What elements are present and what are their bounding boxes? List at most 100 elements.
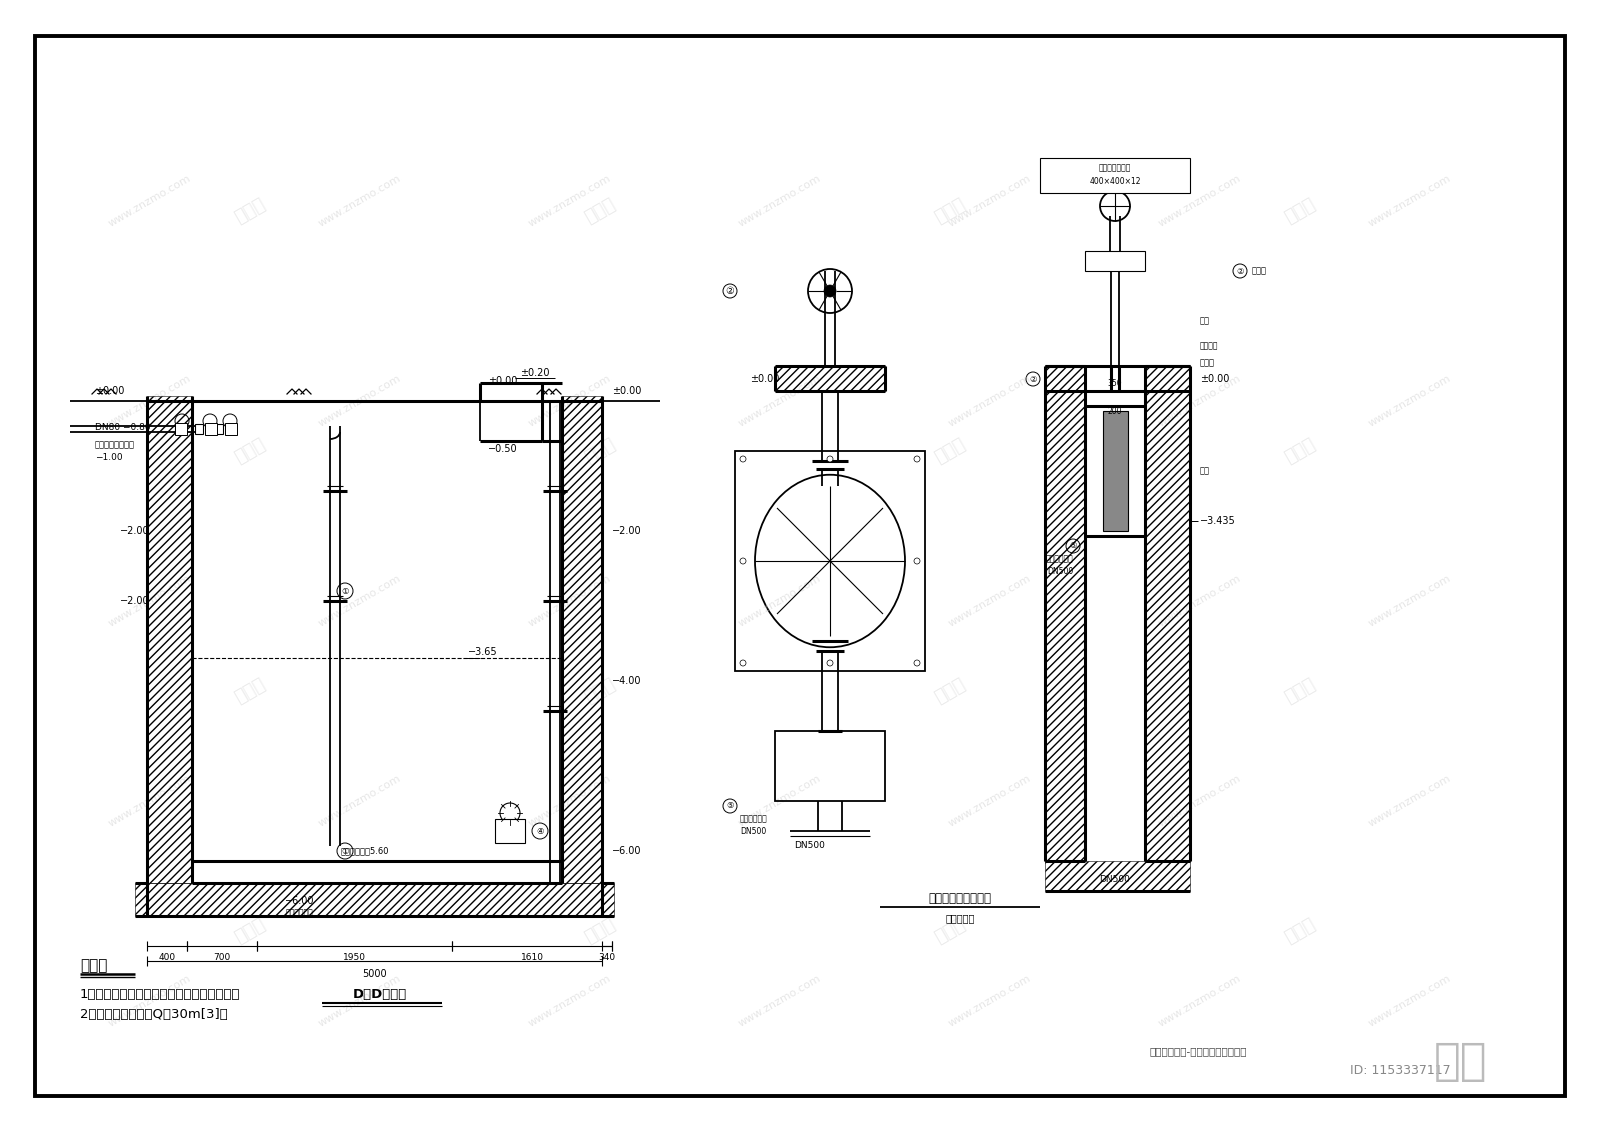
Text: ⑤: ⑤ — [1069, 542, 1077, 551]
Bar — [1045, 366, 1085, 861]
Text: −2.00: −2.00 — [120, 596, 150, 606]
Text: −6.00: −6.00 — [611, 846, 642, 856]
Text: www.znzmo.com: www.znzmo.com — [1157, 974, 1243, 1029]
Text: ±0.00: ±0.00 — [1200, 374, 1229, 385]
Text: 二次浇注: 二次浇注 — [1200, 342, 1219, 351]
Bar — [205, 423, 218, 435]
Text: 知末网: 知末网 — [581, 675, 619, 707]
Text: 350: 350 — [1107, 379, 1122, 388]
Text: 井杆: 井杆 — [1200, 317, 1210, 326]
Bar — [1085, 251, 1146, 271]
Text: 启闭机基座规格: 启闭机基座规格 — [1099, 164, 1131, 173]
Text: 知末网: 知末网 — [1282, 196, 1318, 227]
Text: www.znzmo.com: www.znzmo.com — [738, 974, 822, 1029]
Text: ±0.00: ±0.00 — [94, 386, 125, 396]
Text: www.znzmo.com: www.znzmo.com — [947, 774, 1034, 829]
Text: DN500: DN500 — [795, 841, 826, 851]
Text: www.znzmo.com: www.znzmo.com — [107, 573, 194, 629]
Bar — [226, 423, 237, 435]
Bar — [1045, 861, 1190, 891]
Text: −1.00: −1.00 — [94, 452, 123, 461]
Text: DN500: DN500 — [1046, 567, 1074, 576]
Bar — [774, 731, 885, 801]
Text: 知末网: 知末网 — [232, 435, 269, 467]
Text: 知末网: 知末网 — [232, 196, 269, 227]
Text: 400: 400 — [158, 953, 176, 962]
Circle shape — [739, 456, 746, 461]
Text: ②: ② — [1029, 374, 1037, 383]
Bar — [734, 451, 925, 671]
Text: 知末网: 知末网 — [931, 915, 968, 947]
Text: www.znzmo.com: www.znzmo.com — [107, 173, 194, 228]
Bar — [494, 819, 525, 843]
Text: ±0.00: ±0.00 — [611, 386, 642, 396]
Bar — [774, 366, 885, 391]
Text: www.znzmo.com: www.znzmo.com — [738, 373, 822, 429]
Text: 知末网: 知末网 — [1282, 915, 1318, 947]
Text: 闸门: 闸门 — [1200, 466, 1210, 475]
Text: www.znzmo.com: www.znzmo.com — [317, 573, 403, 629]
Text: ±0.20: ±0.20 — [520, 368, 550, 378]
Text: www.znzmo.com: www.znzmo.com — [1157, 774, 1243, 829]
Text: www.znzmo.com: www.znzmo.com — [526, 974, 613, 1029]
Text: 2．调节池调节容积Q＝30m[3]．: 2．调节池调节容积Q＝30m[3]． — [80, 1008, 227, 1020]
Text: DN500: DN500 — [1099, 874, 1131, 883]
Bar — [1146, 366, 1190, 861]
Text: ①: ① — [341, 846, 349, 855]
Text: 1610: 1610 — [520, 953, 544, 962]
Text: www.znzmo.com: www.znzmo.com — [107, 974, 194, 1029]
Text: ±0.00: ±0.00 — [488, 375, 517, 386]
Bar — [1040, 158, 1190, 193]
Text: ±0.00: ±0.00 — [750, 374, 779, 385]
Text: ID: 1153337117: ID: 1153337117 — [1350, 1064, 1450, 1078]
Text: 知末: 知末 — [1434, 1039, 1486, 1082]
Text: 知末网: 知末网 — [232, 915, 269, 947]
Text: www.znzmo.com: www.znzmo.com — [1366, 173, 1453, 228]
Bar — [174, 423, 187, 435]
Text: www.znzmo.com: www.znzmo.com — [317, 173, 403, 228]
Text: 知末网: 知末网 — [581, 915, 619, 947]
Text: DN500: DN500 — [739, 827, 766, 836]
Text: 知末网: 知末网 — [581, 435, 619, 467]
Text: www.znzmo.com: www.znzmo.com — [526, 573, 613, 629]
Text: www.znzmo.com: www.znzmo.com — [947, 974, 1034, 1029]
Circle shape — [739, 661, 746, 666]
Circle shape — [739, 558, 746, 564]
Text: −2.00: −2.00 — [120, 526, 150, 536]
Circle shape — [914, 558, 920, 564]
Circle shape — [827, 456, 834, 461]
Text: 340: 340 — [598, 953, 616, 962]
Text: www.znzmo.com: www.znzmo.com — [1157, 573, 1243, 629]
Text: www.znzmo.com: www.znzmo.com — [1157, 173, 1243, 228]
Bar — [134, 883, 614, 916]
Text: www.znzmo.com: www.znzmo.com — [1366, 573, 1453, 629]
Bar — [174, 424, 182, 434]
Text: 至一体化处理设施: 至一体化处理设施 — [94, 440, 134, 449]
Text: www.znzmo.com: www.znzmo.com — [526, 774, 613, 829]
Text: DN80 −0.80: DN80 −0.80 — [94, 423, 150, 432]
Text: 进水管圆闸门实装图: 进水管圆闸门实装图 — [928, 891, 992, 905]
Text: ①: ① — [341, 587, 349, 596]
Text: 1．尺寸单位：高程以米计，其余以毫米计．: 1．尺寸单位：高程以米计，其余以毫米计． — [80, 987, 240, 1001]
Text: 启闭机: 启闭机 — [1251, 267, 1267, 276]
Text: 柔性防水套管: 柔性防水套管 — [739, 814, 768, 823]
Circle shape — [824, 285, 835, 297]
Text: D－D剪面图: D－D剪面图 — [354, 988, 406, 1001]
Text: 知末网: 知末网 — [931, 196, 968, 227]
Text: www.znzmo.com: www.znzmo.com — [947, 173, 1034, 228]
Text: 知末网: 知末网 — [931, 435, 968, 467]
Bar — [562, 396, 602, 883]
Text: 知末网: 知末网 — [931, 675, 968, 707]
Text: −6.00: −6.00 — [285, 896, 315, 906]
Text: 知末网: 知末网 — [581, 196, 619, 227]
Text: www.znzmo.com: www.znzmo.com — [526, 373, 613, 429]
Text: −2.00: −2.00 — [611, 526, 642, 536]
Text: 知末网: 知末网 — [1282, 675, 1318, 707]
Text: www.znzmo.com: www.znzmo.com — [1366, 974, 1453, 1029]
Text: 污水处理设施-调节池工艺图（六）: 污水处理设施-调节池工艺图（六） — [1150, 1046, 1248, 1056]
Circle shape — [914, 456, 920, 461]
Text: −4.00: −4.00 — [611, 676, 642, 687]
Text: ②: ② — [1237, 267, 1243, 276]
Text: www.znzmo.com: www.znzmo.com — [1366, 774, 1453, 829]
Text: （管顶标高）5.60: （管顶标高）5.60 — [341, 846, 389, 855]
